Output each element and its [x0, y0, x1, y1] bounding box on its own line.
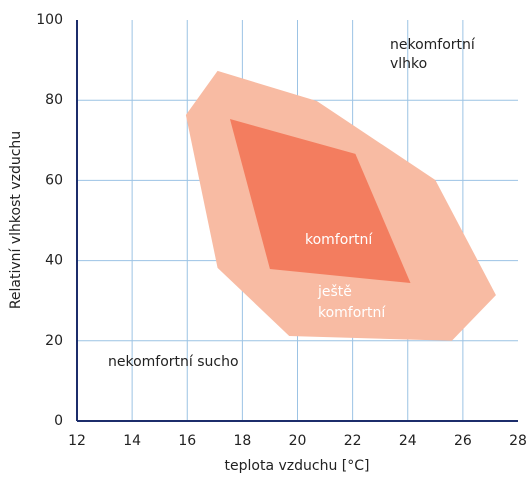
- y-tick-label: 80: [45, 92, 63, 108]
- annotation: nekomfortní: [390, 37, 476, 53]
- y-tick-label: 40: [45, 253, 63, 269]
- y-tick-label: 60: [45, 172, 63, 188]
- x-tick-label: 18: [233, 433, 251, 449]
- annotation: ještě: [317, 284, 352, 300]
- y-tick-label: 20: [45, 333, 63, 349]
- x-tick-label: 26: [454, 433, 472, 449]
- x-tick-label: 24: [399, 433, 417, 449]
- annotation: komfortní: [318, 305, 386, 321]
- x-tick-label: 28: [509, 433, 527, 449]
- zone: [229, 119, 411, 284]
- annotation: komfortní: [305, 232, 373, 248]
- x-tick-label: 14: [123, 433, 141, 449]
- annotation: nekomfortní sucho: [108, 354, 239, 370]
- y-tick-label: 0: [54, 413, 63, 429]
- plot-area: 12 14 16 18 20 22 24 26 28 0 20 40 60 80 100: [36, 12, 527, 449]
- x-tick-label: 12: [68, 433, 86, 449]
- y-axis-label: Relativní vlhkost vzduchu: [8, 131, 24, 309]
- x-tick-label: 16: [178, 433, 196, 449]
- x-axis-label: teplota vzduchu [°C]: [225, 458, 370, 474]
- x-tick-label: 22: [344, 433, 362, 449]
- x-tick-label: 20: [289, 433, 307, 449]
- y-tick-label: 100: [36, 12, 63, 28]
- annotation: vlhko: [390, 56, 427, 72]
